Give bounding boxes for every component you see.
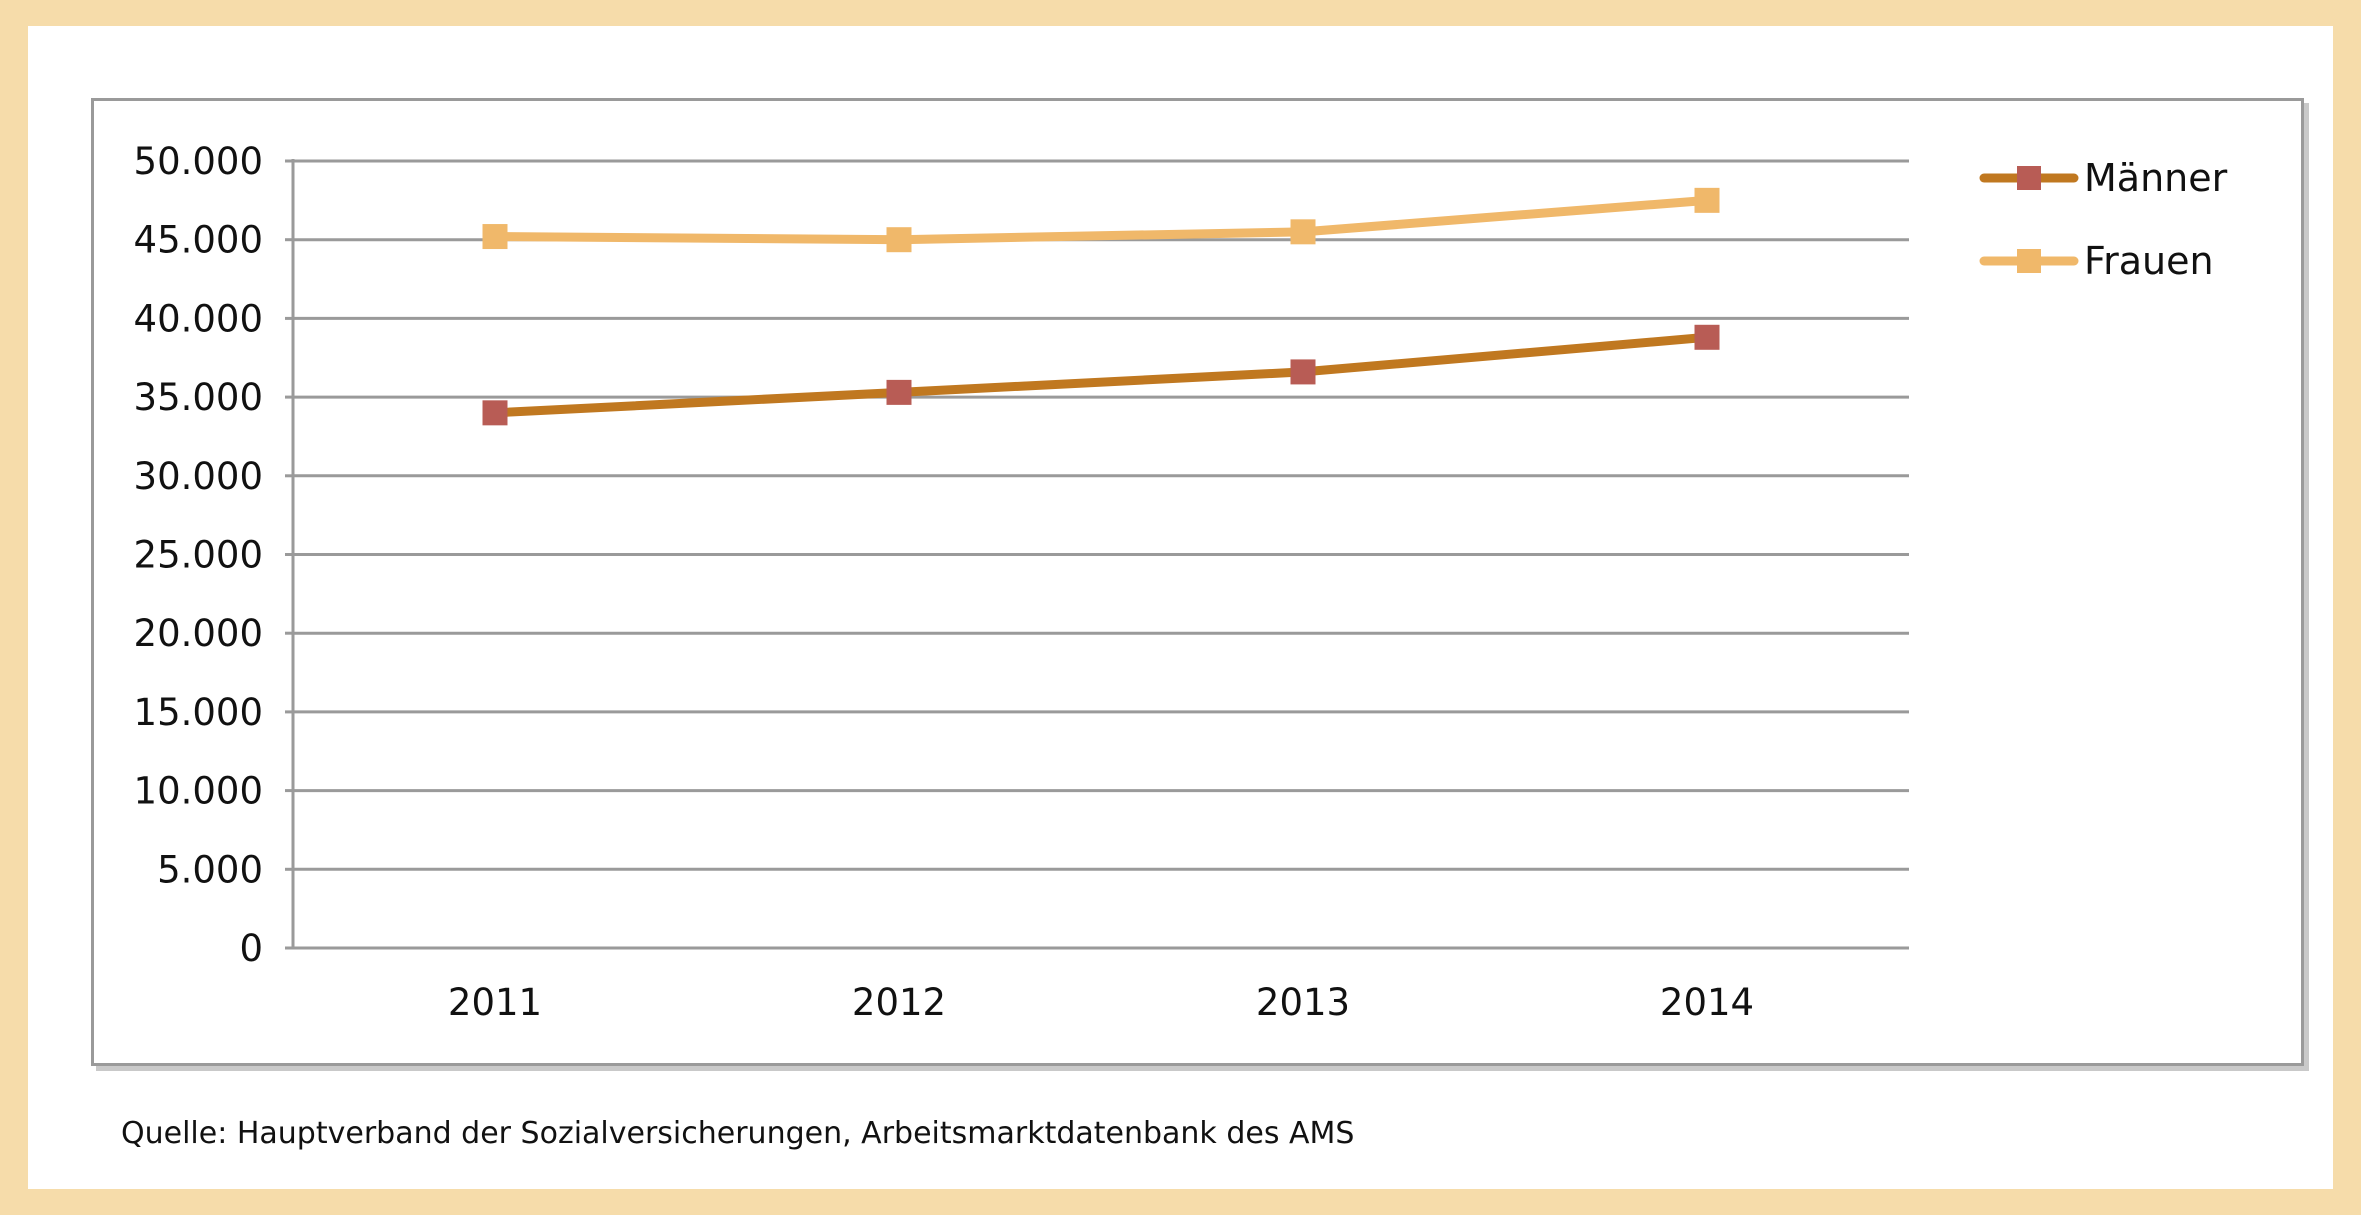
y-tick-label: 0 <box>239 927 263 970</box>
y-tick-label: 35.000 <box>134 376 263 419</box>
axes: 0 5.000 10.000 15.000 20.000 25.000 30.000 35.0… <box>134 140 1909 1024</box>
y-tick-label: 50.000 <box>134 140 263 183</box>
x-tick-label: 2014 <box>1660 981 1754 1024</box>
y-tick-label: 30.000 <box>134 455 263 498</box>
legend-label: Frauen <box>2084 239 2214 283</box>
gridlines <box>293 159 1909 871</box>
series-m-nner <box>482 324 1720 426</box>
y-tick-label: 5.000 <box>157 848 263 891</box>
page-background: 0 5.000 10.000 15.000 20.000 25.000 30.000 35.0… <box>28 26 2333 1189</box>
legend: Männer Frauen <box>1979 156 2228 283</box>
legend-item: Frauen <box>1979 239 2214 283</box>
legend-item: Männer <box>1979 156 2228 200</box>
data-point <box>482 224 508 250</box>
y-tick-label: 10.000 <box>134 770 263 813</box>
data-point <box>1694 187 1720 213</box>
chart-frame: 0 5.000 10.000 15.000 20.000 25.000 30.000 35.0… <box>91 98 2304 1066</box>
series-frauen <box>482 187 1720 253</box>
x-tick-label: 2011 <box>448 981 542 1024</box>
x-tick-label: 2012 <box>852 981 946 1024</box>
data-point <box>1290 219 1316 245</box>
y-tick-label: 45.000 <box>134 219 263 262</box>
legend-marker <box>2017 249 2041 273</box>
line-chart: 0 5.000 10.000 15.000 20.000 25.000 30.000 35.0… <box>134 140 2228 1024</box>
y-tick-label: 25.000 <box>134 534 263 577</box>
y-tick-label: 40.000 <box>134 297 263 340</box>
legend-label: Männer <box>2084 156 2228 200</box>
series-line <box>490 195 1712 245</box>
legend-marker <box>2017 166 2041 190</box>
series-line <box>490 332 1712 418</box>
data-point <box>482 400 508 426</box>
series-lines <box>482 187 1720 426</box>
data-point <box>886 227 912 253</box>
data-point <box>1290 359 1316 385</box>
source-note: Quelle: Hauptverband der Sozialversicher… <box>121 1116 1355 1151</box>
y-tick-label: 15.000 <box>134 691 263 734</box>
data-point <box>1694 324 1720 350</box>
data-point <box>886 379 912 405</box>
y-tick-label: 20.000 <box>134 612 263 655</box>
x-tick-label: 2013 <box>1256 981 1350 1024</box>
